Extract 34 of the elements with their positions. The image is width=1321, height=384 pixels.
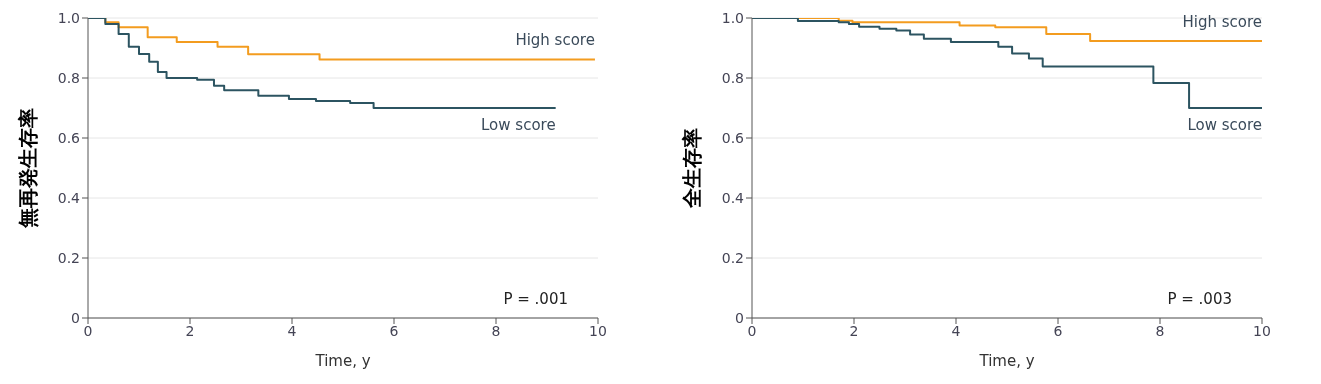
y-tick-label: 0.4 bbox=[57, 189, 81, 206]
series-label: Low score bbox=[1187, 116, 1262, 134]
annotation: P = .001 bbox=[503, 290, 568, 308]
x-axis-title: Time, y bbox=[314, 352, 371, 370]
x-axis-title: Time, y bbox=[978, 352, 1035, 370]
x-tick-label: 0 bbox=[83, 322, 93, 339]
y-tick-label: 0.8 bbox=[57, 69, 80, 86]
y-axis-title: 無再発生存率 bbox=[16, 108, 41, 229]
y-tick-label: 0 bbox=[735, 309, 744, 326]
y-axis-title: 全生存率 bbox=[680, 128, 705, 209]
series-label: Low score bbox=[481, 116, 556, 134]
x-tick-label: 10 bbox=[589, 322, 607, 339]
y-tick-label: 0.6 bbox=[57, 129, 81, 146]
y-tick-label: 0.8 bbox=[721, 69, 744, 86]
x-tick-label: 4 bbox=[951, 322, 961, 339]
y-tick-label: 0.4 bbox=[721, 189, 745, 206]
y-tick-label: 1.0 bbox=[57, 9, 80, 26]
y-tick-label: 0.6 bbox=[721, 129, 745, 146]
x-tick-label: 2 bbox=[185, 322, 195, 339]
series-label: High score bbox=[1182, 13, 1262, 32]
y-tick-label: 0.2 bbox=[721, 249, 744, 266]
x-tick-label: 2 bbox=[849, 322, 859, 339]
x-tick-label: 0 bbox=[747, 322, 757, 339]
series-label: High score bbox=[515, 31, 595, 50]
x-tick-label: 6 bbox=[1053, 322, 1063, 339]
x-tick-label: 6 bbox=[389, 322, 399, 339]
x-tick-label: 10 bbox=[1253, 322, 1271, 339]
y-tick-label: 1.0 bbox=[721, 9, 744, 26]
annotation: P = .003 bbox=[1167, 290, 1232, 308]
x-tick-label: 8 bbox=[1155, 322, 1165, 339]
x-tick-label: 4 bbox=[287, 322, 297, 339]
y-tick-label: 0.2 bbox=[57, 249, 80, 266]
y-tick-label: 0 bbox=[71, 309, 80, 326]
x-tick-label: 8 bbox=[491, 322, 501, 339]
